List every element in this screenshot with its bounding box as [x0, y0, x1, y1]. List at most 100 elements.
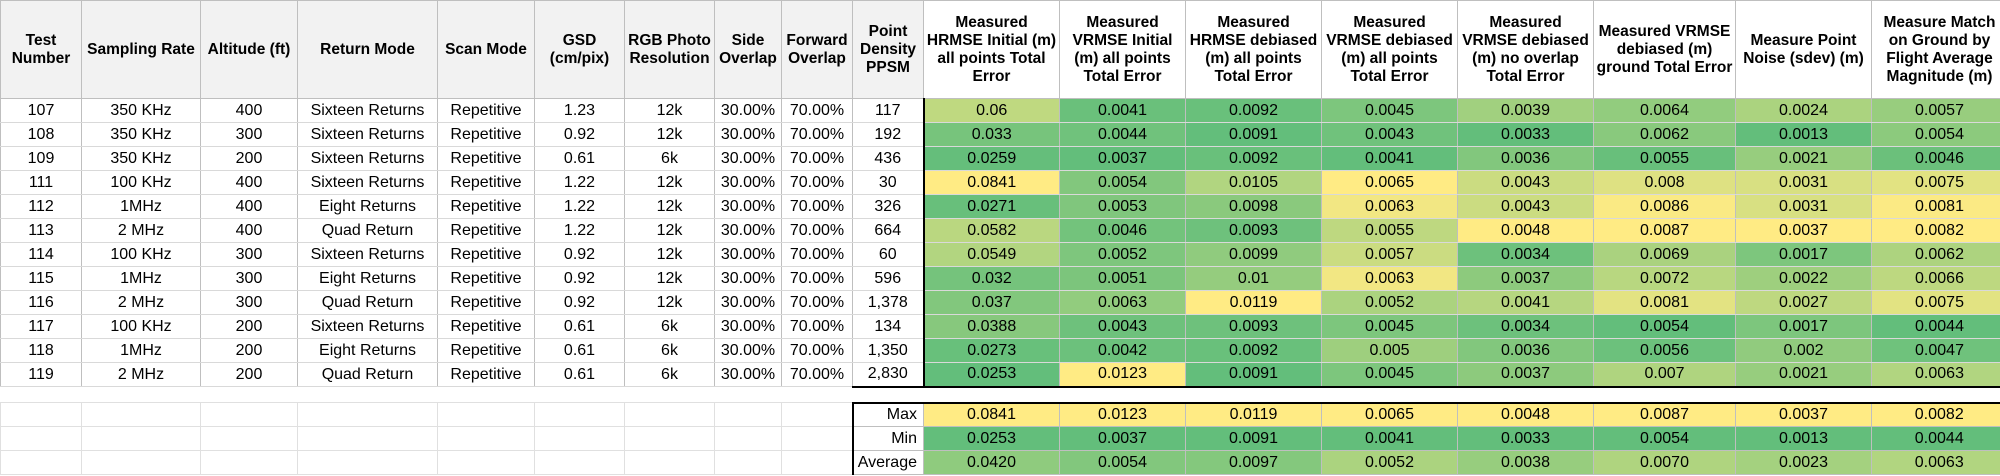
- metric-cell: 0.002: [1735, 338, 1872, 363]
- param-cell: Quad Return: [297, 290, 438, 315]
- param-cell: 30: [852, 170, 924, 195]
- header-vrmse-no-overlap: Measured VRMSE debiased (m) no overlap T…: [1457, 0, 1594, 99]
- header-scan-mode: Scan Mode: [437, 0, 535, 99]
- table-row: 117 100 KHz 200 Sixteen Returns Repetitive 0.…: [0, 314, 2000, 339]
- param-cell: 70.00%: [781, 146, 853, 171]
- param-cell: Sixteen Returns: [297, 242, 438, 267]
- empty-cell: [437, 450, 535, 475]
- metric-cell: 0.0259: [922, 146, 1060, 171]
- summary-label: Max: [851, 401, 924, 427]
- param-cell: 70.00%: [781, 194, 853, 219]
- metric-cell: 0.0273: [922, 338, 1060, 363]
- param-cell: 400: [200, 170, 298, 195]
- param-cell: 30.00%: [714, 98, 782, 123]
- param-cell: 12k: [624, 170, 715, 195]
- metric-cell: 0.0119: [1185, 290, 1322, 315]
- spacer-cell: [1059, 385, 1186, 403]
- param-cell: 200: [200, 338, 298, 363]
- spacer-cell: [1457, 385, 1594, 403]
- param-cell: 70.00%: [781, 170, 853, 195]
- metric-cell: 0.0062: [1593, 122, 1736, 147]
- param-cell: 134: [852, 314, 924, 339]
- metric-cell: 0.0069: [1593, 242, 1736, 267]
- param-cell: Repetitive: [437, 338, 535, 363]
- param-cell: 6k: [624, 338, 715, 363]
- param-cell: 117: [0, 314, 82, 339]
- param-cell: 30.00%: [714, 338, 782, 363]
- empty-cell: [437, 402, 535, 427]
- metric-cell: 0.0063: [1059, 290, 1186, 315]
- param-cell: 70.00%: [781, 98, 853, 123]
- empty-cell: [534, 426, 625, 451]
- param-cell: Repetitive: [437, 218, 535, 243]
- metric-cell: 0.0066: [1871, 266, 2000, 291]
- param-cell: 200: [200, 146, 298, 171]
- param-cell: 400: [200, 194, 298, 219]
- param-cell: Sixteen Returns: [297, 170, 438, 195]
- param-cell: 0.92: [534, 266, 625, 291]
- metric-cell: 0.0082: [1871, 218, 2000, 243]
- metric-cell: 0.0031: [1735, 170, 1872, 195]
- empty-cell: [714, 426, 782, 451]
- param-cell: 111: [0, 170, 82, 195]
- param-cell: Eight Returns: [297, 194, 438, 219]
- summary-row-max: Max 0.0841 0.0123 0.0119 0.0065 0.0048 0.0087 0…: [0, 401, 2000, 427]
- param-cell: 350 KHz: [81, 122, 201, 147]
- summary-value: 0.0041: [1321, 426, 1458, 451]
- metric-cell: 0.0054: [1593, 314, 1736, 339]
- empty-cell: [200, 426, 298, 451]
- metric-cell: 0.0044: [1871, 314, 2000, 339]
- header-hrmse-debiased: Measured HRMSE debiased (m) all points T…: [1185, 0, 1322, 99]
- summary-value: 0.0013: [1735, 426, 1872, 451]
- param-cell: 0.61: [534, 314, 625, 339]
- metric-cell: 0.0021: [1735, 362, 1872, 387]
- param-cell: 0.61: [534, 338, 625, 363]
- spacer-cell: [1735, 385, 1872, 403]
- metric-cell: 0.0041: [1321, 146, 1458, 171]
- metric-cell: 0.0043: [1457, 170, 1594, 195]
- param-cell: Repetitive: [437, 362, 535, 387]
- param-cell: 300: [200, 266, 298, 291]
- param-cell: Sixteen Returns: [297, 98, 438, 123]
- metric-cell: 0.0549: [922, 242, 1060, 267]
- param-cell: 6k: [624, 362, 715, 387]
- metric-cell: 0.0033: [1457, 122, 1594, 147]
- summary-value: 0.0052: [1321, 450, 1458, 475]
- spacer-cell: [1871, 385, 2000, 403]
- table-row: 115 1MHz 300 Eight Returns Repetitive 0.92 12k…: [0, 266, 2000, 291]
- metric-cell: 0.0105: [1185, 170, 1322, 195]
- summary-value: 0.0119: [1185, 401, 1322, 427]
- param-cell: 12k: [624, 98, 715, 123]
- empty-cell: [0, 402, 82, 427]
- metric-cell: 0.0072: [1593, 266, 1736, 291]
- metric-cell: 0.0045: [1321, 362, 1458, 387]
- metric-cell: 0.0044: [1059, 122, 1186, 147]
- summary-body: Max 0.0841 0.0123 0.0119 0.0065 0.0048 0.0087 0…: [0, 385, 2000, 475]
- empty-cell: [534, 402, 625, 427]
- metric-cell: 0.0034: [1457, 242, 1594, 267]
- param-cell: 1MHz: [81, 266, 201, 291]
- param-cell: 300: [200, 242, 298, 267]
- param-cell: 70.00%: [781, 290, 853, 315]
- param-cell: 1.22: [534, 170, 625, 195]
- metric-cell: 0.0063: [1871, 362, 2000, 387]
- empty-cell: [297, 402, 438, 427]
- param-cell: 12k: [624, 242, 715, 267]
- summary-value: 0.0054: [1059, 450, 1186, 475]
- metric-cell: 0.0053: [1059, 194, 1186, 219]
- empty-cell: [297, 450, 438, 475]
- table-row: 116 2 MHz 300 Quad Return Repetitive 0.92 12k 3…: [0, 290, 2000, 315]
- spacer-cell: [200, 386, 298, 403]
- header-forward-overlap: Forward Overlap: [781, 0, 853, 99]
- param-cell: 70.00%: [781, 266, 853, 291]
- table-row: 113 2 MHz 400 Quad Return Repetitive 1.22 12k 3…: [0, 218, 2000, 243]
- summary-value: 0.0082: [1871, 401, 2000, 427]
- param-cell: 30.00%: [714, 314, 782, 339]
- summary-value: 0.0123: [1059, 401, 1186, 427]
- table-row: 114 100 KHz 300 Sixteen Returns Repetitive 0.…: [0, 242, 2000, 267]
- spacer-cell: [297, 386, 438, 403]
- summary-row-average: Average 0.0420 0.0054 0.0097 0.0052 0.0038 0.0…: [0, 450, 2000, 475]
- summary-label: Average: [851, 450, 924, 475]
- param-cell: 350 KHz: [81, 146, 201, 171]
- param-cell: 400: [200, 218, 298, 243]
